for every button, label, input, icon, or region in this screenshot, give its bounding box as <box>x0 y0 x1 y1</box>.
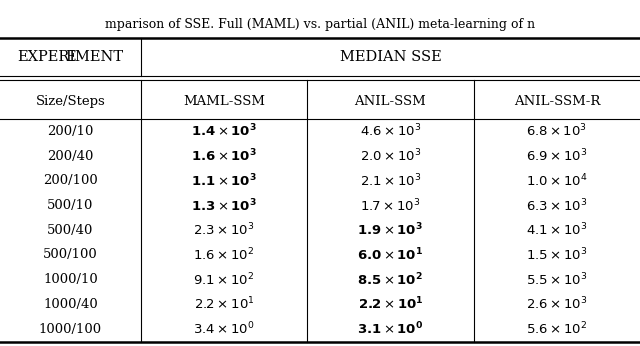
Text: 200/10: 200/10 <box>47 125 93 138</box>
Text: $\mathbf{8.5} \times \mathbf{10^{2}}$: $\mathbf{8.5} \times \mathbf{10^{2}}$ <box>357 271 424 288</box>
Text: ANIL-SSM-R: ANIL-SSM-R <box>514 95 600 108</box>
Text: $4.1 \times 10^{3}$: $4.1 \times 10^{3}$ <box>526 222 588 238</box>
Text: 1000/10: 1000/10 <box>43 273 98 286</box>
Text: 500/10: 500/10 <box>47 199 93 212</box>
Text: mparison of SSE. Full (MAML) vs. partial (ANIL) meta-learning of n: mparison of SSE. Full (MAML) vs. partial… <box>105 18 535 31</box>
Text: $6.8 \times 10^{3}$: $6.8 \times 10^{3}$ <box>526 123 588 140</box>
Text: ANIL-SSM: ANIL-SSM <box>355 95 426 108</box>
Text: $5.5 \times 10^{3}$: $5.5 \times 10^{3}$ <box>526 271 588 288</box>
Text: $6.9 \times 10^{3}$: $6.9 \times 10^{3}$ <box>526 148 588 164</box>
Text: 500/100: 500/100 <box>43 248 98 262</box>
Text: E: E <box>65 50 76 64</box>
Text: $\mathbf{1.3} \times \mathbf{10^{3}}$: $\mathbf{1.3} \times \mathbf{10^{3}}$ <box>191 197 257 214</box>
Text: $1.5 \times 10^{3}$: $1.5 \times 10^{3}$ <box>526 247 588 263</box>
Text: $5.6 \times 10^{2}$: $5.6 \times 10^{2}$ <box>526 321 588 337</box>
Text: $2.1 \times 10^{3}$: $2.1 \times 10^{3}$ <box>360 173 421 189</box>
Text: $\mathbf{2.2} \times \mathbf{10^{1}}$: $\mathbf{2.2} \times \mathbf{10^{1}}$ <box>358 296 423 313</box>
Text: $\mathbf{1.6} \times \mathbf{10^{3}}$: $\mathbf{1.6} \times \mathbf{10^{3}}$ <box>191 148 257 164</box>
Text: $2.0 \times 10^{3}$: $2.0 \times 10^{3}$ <box>360 148 421 164</box>
Text: Size/Steps: Size/Steps <box>36 95 105 108</box>
Text: 1000/40: 1000/40 <box>43 298 98 311</box>
Text: $1.6 \times 10^{2}$: $1.6 \times 10^{2}$ <box>193 247 255 263</box>
Text: $\mathbf{1.4} \times \mathbf{10^{3}}$: $\mathbf{1.4} \times \mathbf{10^{3}}$ <box>191 123 257 140</box>
Text: $2.6 \times 10^{3}$: $2.6 \times 10^{3}$ <box>526 296 588 313</box>
Text: 200/100: 200/100 <box>43 174 98 187</box>
Text: 200/40: 200/40 <box>47 149 93 163</box>
Text: 1000/100: 1000/100 <box>39 322 102 336</box>
Text: $\mathbf{3.1} \times \mathbf{10^{0}}$: $\mathbf{3.1} \times \mathbf{10^{0}}$ <box>357 321 424 337</box>
Text: $4.6 \times 10^{3}$: $4.6 \times 10^{3}$ <box>360 123 421 140</box>
Text: MAML-SSM: MAML-SSM <box>183 95 265 108</box>
Text: $\mathbf{6.0} \times \mathbf{10^{1}}$: $\mathbf{6.0} \times \mathbf{10^{1}}$ <box>357 247 424 263</box>
Text: $\mathbf{1.9} \times \mathbf{10^{3}}$: $\mathbf{1.9} \times \mathbf{10^{3}}$ <box>357 222 424 238</box>
Text: $2.3 \times 10^{3}$: $2.3 \times 10^{3}$ <box>193 222 255 238</box>
Text: $3.4 \times 10^{0}$: $3.4 \times 10^{0}$ <box>193 321 255 337</box>
Text: MEDIAN SSE: MEDIAN SSE <box>340 50 441 64</box>
Text: $9.1 \times 10^{2}$: $9.1 \times 10^{2}$ <box>193 271 255 288</box>
Text: $6.3 \times 10^{3}$: $6.3 \times 10^{3}$ <box>526 197 588 214</box>
Text: $2.2 \times 10^{1}$: $2.2 \times 10^{1}$ <box>194 296 254 313</box>
Text: EXPERIMENT: EXPERIMENT <box>17 50 124 64</box>
Text: $\mathbf{1.1} \times \mathbf{10^{3}}$: $\mathbf{1.1} \times \mathbf{10^{3}}$ <box>191 173 257 189</box>
Text: $1.0 \times 10^{4}$: $1.0 \times 10^{4}$ <box>526 173 588 189</box>
Text: 500/40: 500/40 <box>47 224 93 237</box>
Text: $1.7 \times 10^{3}$: $1.7 \times 10^{3}$ <box>360 197 420 214</box>
